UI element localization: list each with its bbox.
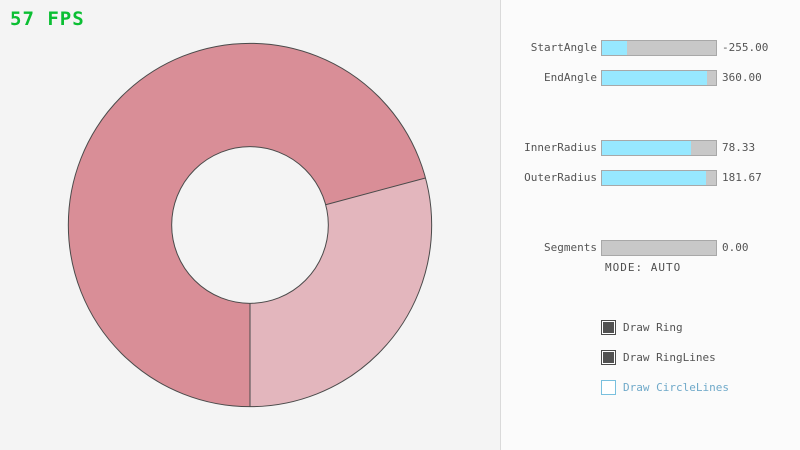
segments-mode-label: MODE: AUTO [605, 261, 682, 274]
startangle-slider[interactable] [601, 40, 717, 56]
startangle-row: StartAngle -255.00 [501, 40, 800, 56]
innerradius-slider[interactable] [601, 140, 717, 156]
endangle-slider[interactable] [601, 70, 717, 86]
ring-single-segment [250, 177, 432, 407]
draw-ringlines-label: Draw RingLines [623, 351, 716, 364]
innerradius-value: 78.33 [722, 141, 756, 154]
controls-panel: StartAngle -255.00 EndAngle 360.00 Inner… [500, 0, 800, 450]
outerradius-value: 181.67 [722, 171, 762, 184]
draw-ring-checkbox-row: Draw Ring [601, 320, 791, 335]
draw-ringlines-checkbox[interactable] [601, 350, 616, 365]
startangle-slider-fill [602, 41, 628, 55]
segments-label: Segments [544, 241, 597, 254]
outerradius-label: OuterRadius [524, 171, 597, 184]
startangle-value: -255.00 [722, 41, 769, 54]
fps-counter: 57 FPS [10, 8, 85, 30]
endangle-slider-fill [602, 71, 707, 85]
innerradius-label: InnerRadius [524, 141, 597, 154]
outerradius-row: OuterRadius 181.67 [501, 170, 800, 186]
startangle-label: StartAngle [530, 41, 597, 54]
draw-ring-label: Draw Ring [623, 321, 683, 334]
draw-circlelines-checkbox[interactable] [601, 380, 616, 395]
checkmark-fill [603, 322, 614, 333]
draw-ringlines-checkbox-row: Draw RingLines [601, 350, 791, 365]
segments-row: Segments 0.00 [501, 240, 800, 256]
draw-ring-checkbox[interactable] [601, 320, 616, 335]
segments-value: 0.00 [722, 241, 749, 254]
endangle-label: EndAngle [544, 71, 597, 84]
checkmark-fill [603, 352, 614, 363]
ring-figure [67, 42, 433, 408]
innerradius-slider-fill [602, 141, 691, 155]
endangle-row: EndAngle 360.00 [501, 70, 800, 86]
draw-circlelines-label: Draw CircleLines [623, 381, 729, 394]
ring-inner-outline [171, 146, 329, 304]
outerradius-slider-fill [602, 171, 706, 185]
ring-overlap-segment [68, 43, 426, 407]
innerradius-row: InnerRadius 78.33 [501, 140, 800, 156]
endangle-value: 360.00 [722, 71, 762, 84]
segments-slider[interactable] [601, 240, 717, 256]
ring-boundary-line-start [325, 177, 426, 206]
outerradius-slider[interactable] [601, 170, 717, 186]
draw-circlelines-checkbox-row: Draw CircleLines [601, 380, 791, 395]
ring-canvas: 57 FPS [10, 8, 433, 408]
